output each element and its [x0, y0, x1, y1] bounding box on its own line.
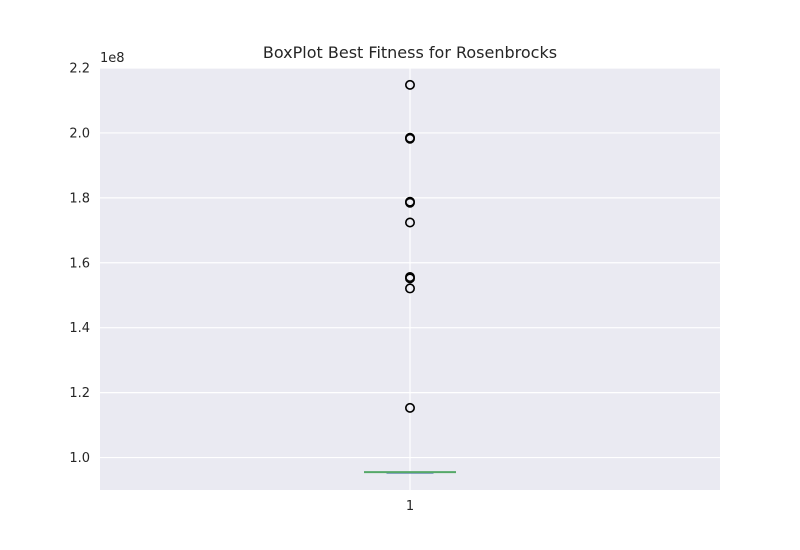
y-tick-label: 2.0: [69, 126, 90, 141]
chart-title: BoxPlot Best Fitness for Rosenbrocks: [263, 43, 557, 62]
outlier-point: [404, 79, 415, 90]
outlier-point: [404, 272, 415, 283]
y-tick-labels: 1.0 1.2 1.4 1.6 1.8 2.0 2.2: [69, 62, 90, 467]
y-tick-label: 1.4: [69, 321, 90, 336]
outlier-point: [404, 283, 415, 294]
x-tick-labels: 1: [406, 499, 414, 514]
y-axis-offset-label: 1e8: [100, 51, 125, 66]
outlier-point: [404, 217, 415, 228]
outlier-point: [404, 132, 415, 143]
y-tick-label: 1.0: [69, 451, 90, 466]
y-tick-label: 2.2: [69, 62, 90, 77]
outlier-points: [404, 79, 415, 413]
box-plot-group: [364, 471, 456, 474]
outlier-point: [404, 196, 415, 207]
y-tick-label: 1.2: [69, 386, 90, 401]
y-tick-label: 1.6: [69, 256, 90, 271]
outlier-point: [404, 402, 415, 413]
y-tick-label: 1.8: [69, 191, 90, 206]
x-tick-label: 1: [406, 499, 414, 514]
